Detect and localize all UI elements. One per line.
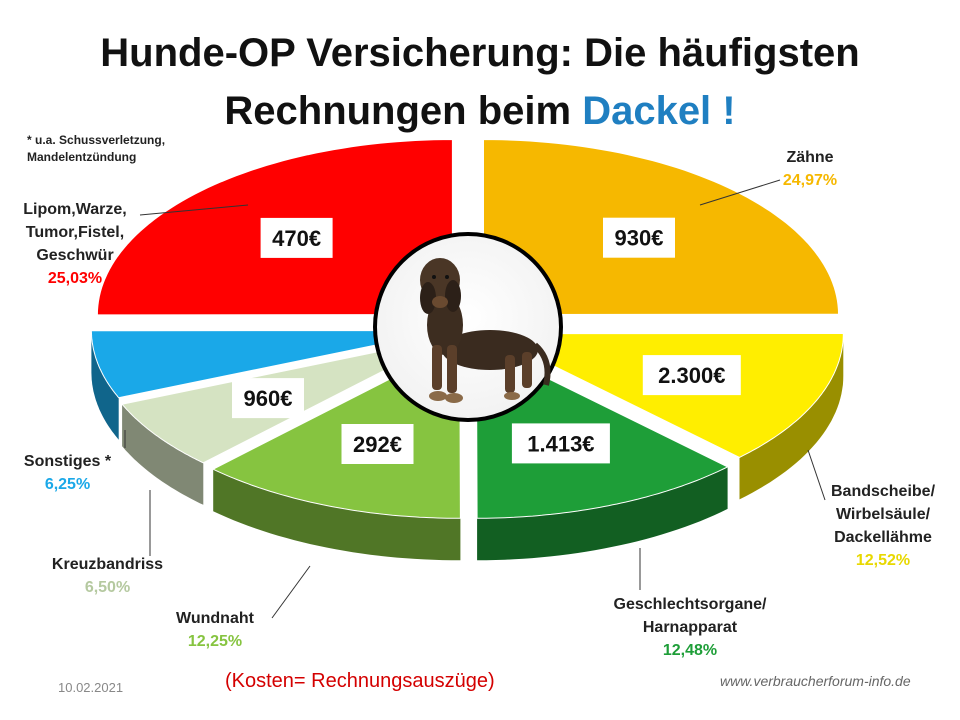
label-lipom-line3: Geschwür	[36, 247, 114, 264]
leader-line-1	[807, 449, 826, 501]
label-bandscheibe-line3: Dackellähme	[834, 529, 932, 546]
cost-text-4: 960€	[244, 386, 293, 411]
cost-label-3: 292€	[341, 424, 414, 464]
slice-side-2	[477, 466, 728, 561]
label-bandscheibe-line1: Bandscheibe/	[830, 483, 936, 500]
dachshund-icon	[420, 258, 551, 403]
cost-text-1: 2.300€	[658, 363, 725, 388]
cost-label-1: 2.300€	[642, 355, 741, 396]
label-zaehne: Zähne 24,97%	[770, 146, 850, 192]
title-prefix: Rechnungen beim	[224, 89, 583, 133]
label-geschlechtsorgane-line2: Harnapparat	[642, 619, 738, 636]
cost-text-2: 1.413€	[527, 431, 594, 456]
label-zaehne-name: Zähne	[786, 149, 834, 166]
slice-side-1	[739, 333, 844, 500]
label-kreuzbandriss-name: Kreuzbandriss	[51, 556, 164, 573]
label-wundnaht: Wundnaht 12,25%	[160, 607, 270, 653]
footer-date: 10.02.2021	[58, 680, 124, 695]
leader-line-3	[271, 565, 311, 619]
label-lipom-line2: Tumor,Fistel,	[25, 224, 125, 241]
label-lipom-percent: 25,03%	[47, 270, 103, 287]
chart-title-line2: Rechnungen beim Dackel !	[0, 86, 960, 136]
title-accent: Dackel !	[582, 89, 736, 133]
slice-1	[488, 332, 844, 458]
cost-text-6: 470€	[272, 226, 321, 251]
label-lipom: Lipom,Warze, Tumor,Fistel, Geschwür 25,0…	[10, 198, 140, 290]
label-wundnaht-percent: 12,25%	[187, 633, 243, 650]
footnote: * u.a. Schussverletzung, Mandelentzündun…	[27, 132, 165, 166]
footnote-line1: * u.a. Schussverletzung,	[27, 133, 166, 147]
label-sonstiges: Sonstiges * 6,25%	[10, 450, 125, 496]
cost-label-6: 470€	[260, 217, 333, 258]
label-bandscheibe-percent: 12,52%	[855, 552, 911, 569]
label-bandscheibe-line2: Wirbelsäule/	[835, 506, 931, 523]
center-dog-image	[373, 232, 563, 422]
cost-text-0: 930€	[615, 226, 664, 251]
footnote-line2: Mandelentzündung	[27, 150, 137, 164]
label-sonstiges-percent: 6,25%	[44, 476, 91, 493]
footer-note: (Kosten= Rechnungsauszüge)	[225, 670, 495, 692]
label-geschlechtsorgane: Geschlechtsorgane/ Harnapparat 12,48%	[590, 593, 790, 662]
cost-text-3: 292€	[353, 432, 402, 457]
leader-line-0	[699, 179, 781, 206]
label-bandscheibe: Bandscheibe/ Wirbelsäule/ Dackellähme 12…	[808, 480, 958, 572]
label-geschlechtsorgane-percent: 12,48%	[662, 642, 718, 659]
footer-url[interactable]: www.verbraucherforum-info.de	[720, 673, 911, 689]
slice-side-5	[91, 330, 119, 440]
slice-5	[90, 330, 447, 399]
label-sonstiges-name: Sonstiges *	[23, 453, 112, 470]
chart-title-line1: Hunde-OP Versicherung: Die häufigsten	[100, 31, 860, 75]
label-wundnaht-name: Wundnaht	[176, 610, 254, 627]
slice-side-3	[213, 469, 461, 561]
label-geschlechtsorgane-line1: Geschlechtsorgane/	[613, 596, 767, 613]
label-kreuzbandriss: Kreuzbandriss 6,50%	[40, 553, 175, 599]
cost-label-2: 1.413€	[511, 423, 610, 464]
label-zaehne-percent: 24,97%	[782, 172, 838, 189]
label-lipom-line1: Lipom,Warze,	[23, 201, 127, 218]
slice-side-4	[122, 404, 204, 505]
label-kreuzbandriss-percent: 6,50%	[84, 579, 131, 596]
cost-label-0: 930€	[603, 217, 675, 258]
cost-label-4: 960€	[232, 378, 304, 419]
leader-line-6	[139, 204, 249, 216]
